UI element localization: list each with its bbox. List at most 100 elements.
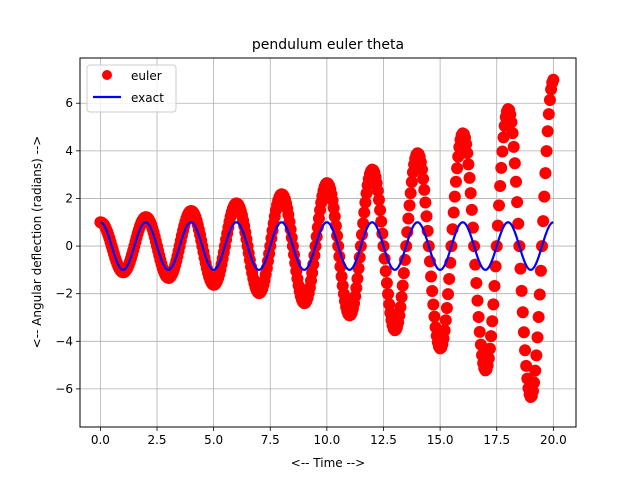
euler-point xyxy=(542,108,555,121)
euler-point xyxy=(486,315,499,328)
euler-point xyxy=(465,203,478,216)
y-tick-label: 6 xyxy=(65,96,73,110)
euler-point xyxy=(461,147,474,160)
euler-point xyxy=(470,277,483,289)
euler-point xyxy=(534,264,547,277)
y-axis-label: <-- Angular deflection (radians) --> xyxy=(30,136,44,349)
euler-point xyxy=(452,150,465,163)
euler-point xyxy=(532,310,545,323)
y-tick-label: −6 xyxy=(55,382,73,396)
euler-point xyxy=(380,277,393,290)
y-tick-label: −2 xyxy=(55,287,73,301)
euler-point xyxy=(438,324,451,337)
euler-point xyxy=(417,172,430,185)
euler-point xyxy=(515,284,528,297)
euler-point xyxy=(382,288,395,301)
legend-euler-marker xyxy=(102,70,112,80)
euler-point xyxy=(375,215,388,228)
x-axis-label: <-- Time --> xyxy=(291,456,365,470)
euler-point xyxy=(537,215,550,228)
euler-point xyxy=(449,175,462,188)
euler-point xyxy=(547,73,560,86)
euler-point xyxy=(352,262,365,275)
euler-point xyxy=(451,162,464,175)
euler-point xyxy=(489,260,502,273)
euler-point xyxy=(350,282,363,295)
euler-point xyxy=(539,167,552,180)
euler-point xyxy=(464,187,477,200)
euler-point xyxy=(507,140,520,153)
euler-point xyxy=(394,301,407,314)
euler-point xyxy=(505,116,518,129)
euler-point xyxy=(473,325,486,338)
y-tick-label: −4 xyxy=(55,334,73,348)
euler-point xyxy=(335,270,348,283)
euler-point xyxy=(351,272,364,285)
euler-point xyxy=(405,176,418,189)
x-tick-label: 10.0 xyxy=(314,433,341,447)
euler-point xyxy=(443,272,456,285)
euler-point xyxy=(531,331,544,344)
euler-point xyxy=(371,184,384,197)
euler-point xyxy=(357,217,370,230)
euler-point xyxy=(533,288,546,301)
euler-point xyxy=(508,157,521,170)
euler-point xyxy=(509,175,522,188)
euler-point xyxy=(494,179,507,192)
euler-point xyxy=(514,262,527,275)
x-tick-label: 15.0 xyxy=(427,433,454,447)
euler-point xyxy=(530,349,543,362)
plot-frame xyxy=(79,57,577,428)
euler-point xyxy=(420,210,433,223)
x-tick-label: 20.0 xyxy=(540,433,567,447)
legend-euler-label: euler xyxy=(131,69,162,83)
euler-point xyxy=(404,187,417,200)
y-tick-label: 2 xyxy=(65,191,73,205)
euler-point xyxy=(495,161,508,174)
euler-point xyxy=(358,206,371,219)
euler-point xyxy=(543,94,556,107)
euler-point xyxy=(540,145,553,158)
euler-point xyxy=(541,125,554,138)
series-exact-line xyxy=(100,221,554,272)
euler-point xyxy=(440,301,453,314)
euler-point xyxy=(512,217,525,230)
euler-point xyxy=(483,342,496,355)
x-tick-label: 2.5 xyxy=(147,433,166,447)
euler-point xyxy=(428,310,441,323)
euler-point xyxy=(463,171,476,184)
euler-point xyxy=(439,314,452,327)
x-tick-label: 0.0 xyxy=(91,433,110,447)
euler-point xyxy=(379,265,392,278)
euler-point xyxy=(395,291,408,304)
euler-point xyxy=(402,212,415,225)
euler-point xyxy=(511,196,524,209)
euler-point xyxy=(496,145,509,158)
euler-point xyxy=(529,364,542,377)
euler-point xyxy=(397,267,410,280)
euler-point xyxy=(448,190,461,203)
euler-point xyxy=(372,193,385,206)
euler-point xyxy=(485,330,498,343)
euler-point xyxy=(538,190,551,203)
euler-point xyxy=(471,294,484,307)
euler-point xyxy=(447,206,460,219)
euler-point xyxy=(491,219,504,232)
euler-point xyxy=(442,288,455,301)
euler-point xyxy=(374,204,387,217)
euler-point xyxy=(472,311,485,324)
euler-point xyxy=(427,298,440,311)
euler-point xyxy=(426,284,439,297)
euler-point xyxy=(462,158,475,171)
euler-point xyxy=(519,344,532,357)
euler-point xyxy=(488,279,501,292)
plot-marks xyxy=(94,73,560,403)
x-tick-label: 5.0 xyxy=(204,433,223,447)
euler-point xyxy=(516,306,529,319)
euler-point xyxy=(418,183,431,196)
chart-title: pendulum euler theta xyxy=(252,37,404,53)
euler-point xyxy=(517,326,530,339)
euler-point xyxy=(528,376,541,389)
euler-point xyxy=(403,199,416,212)
